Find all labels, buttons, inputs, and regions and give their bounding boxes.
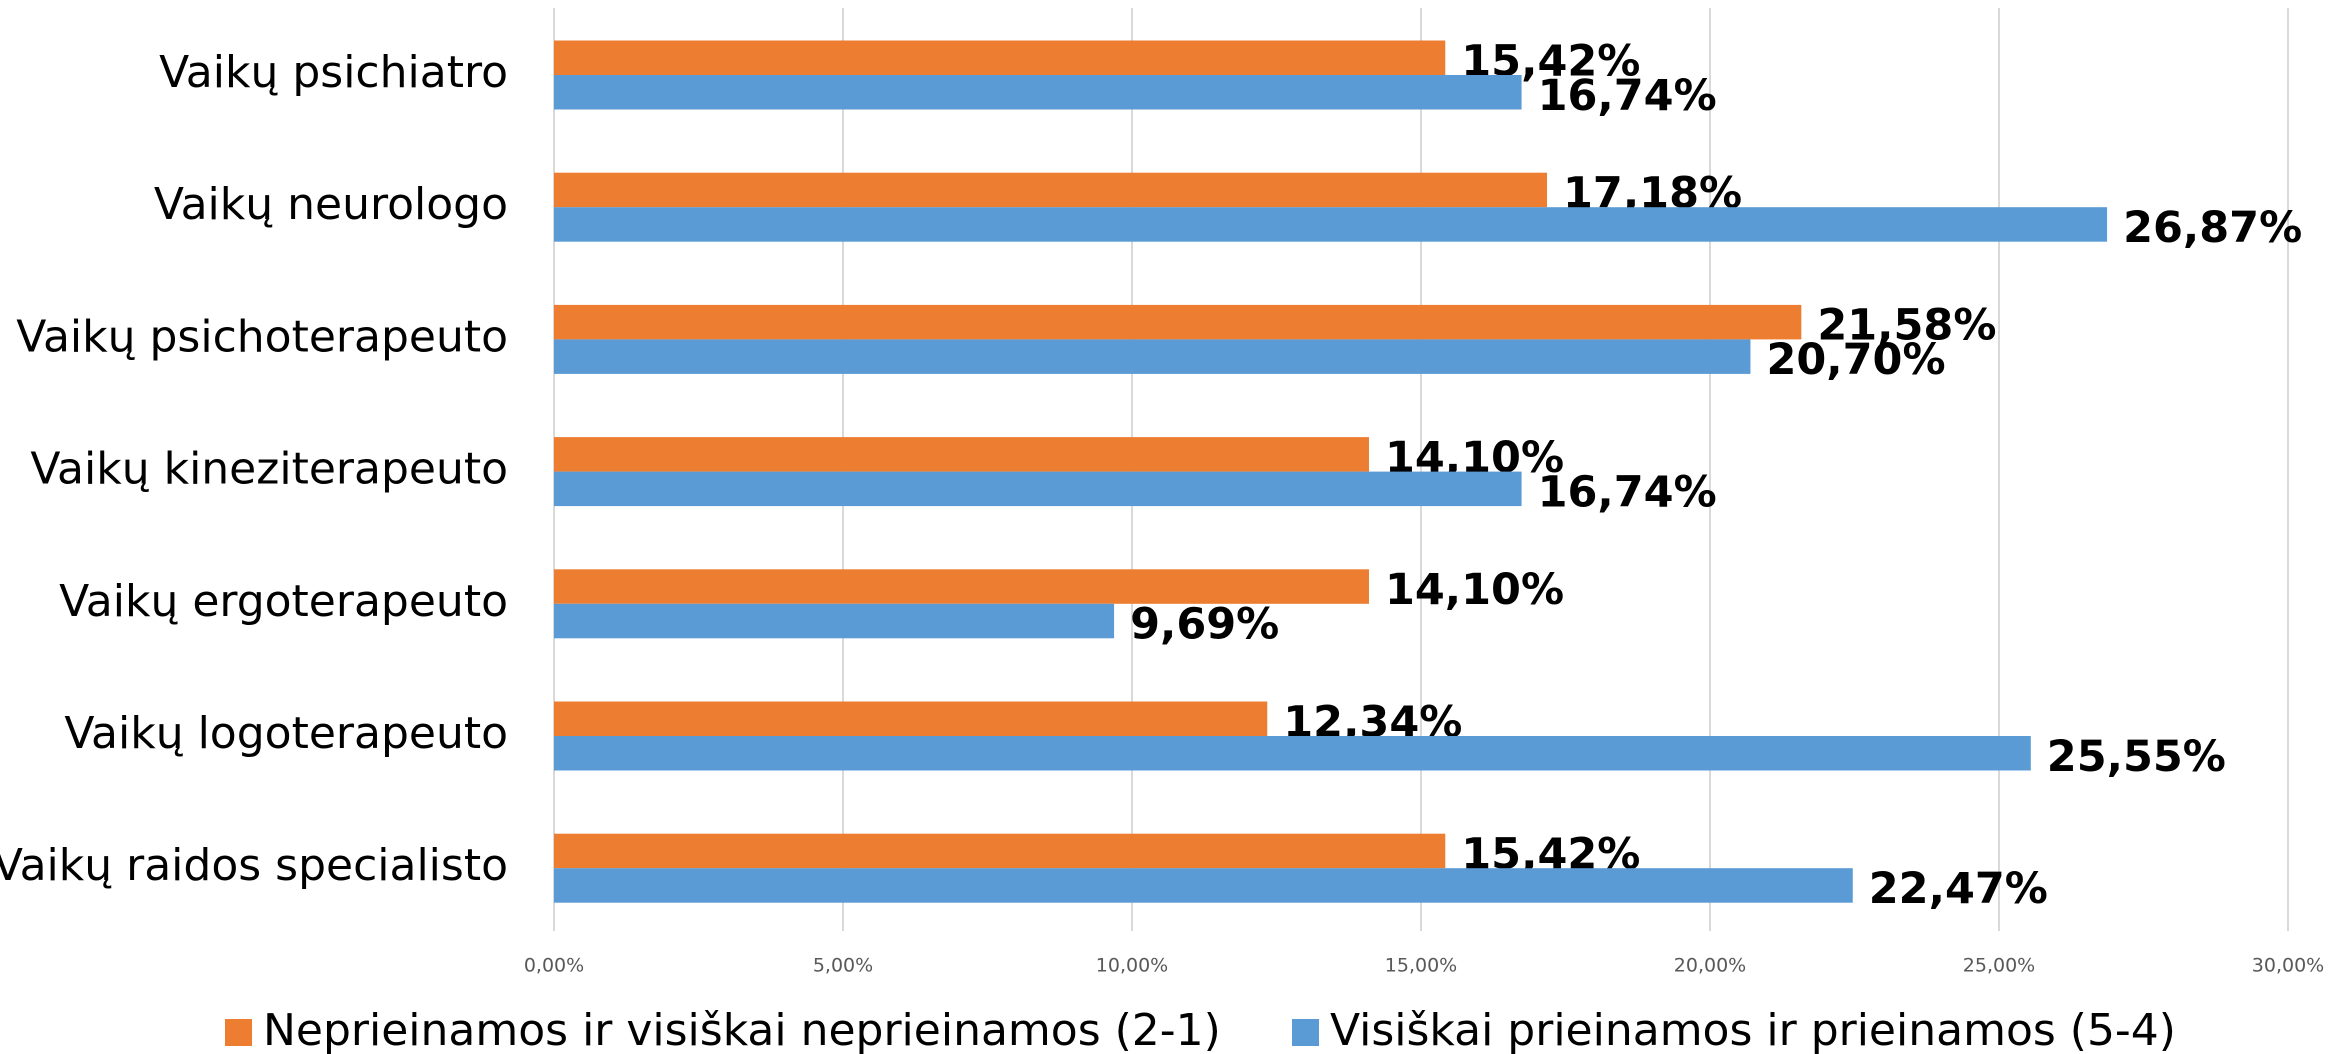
value-label: 16,74% <box>1538 467 1717 517</box>
legend-label: Visiškai prieinamos ir prieinamos (5-4) <box>1330 1005 2176 1054</box>
bar <box>554 339 1751 374</box>
bar <box>554 207 2108 242</box>
x-tick-label: 25,00% <box>1963 955 2035 977</box>
x-tick-label: 20,00% <box>1674 955 1746 977</box>
value-label: 25,55% <box>2047 732 2226 782</box>
category-label: Vaikų ergoterapeuto <box>59 576 508 627</box>
value-label: 20,70% <box>1766 335 1945 385</box>
x-tick-label: 30,00% <box>2252 955 2324 977</box>
category-label: Vaikų raidos specialisto <box>0 840 508 891</box>
bar <box>554 569 1369 604</box>
value-label: 21,58% <box>1817 301 1996 351</box>
legend-swatch <box>225 1019 252 1046</box>
bar <box>554 40 1446 75</box>
bar <box>554 736 2031 771</box>
value-label: 22,47% <box>1869 864 2048 914</box>
category-label: Vaikų kineziterapeuto <box>30 444 508 495</box>
x-tick-label: 10,00% <box>1096 955 1168 977</box>
category-label: Vaikų psichiatro <box>159 47 508 98</box>
x-tick-label: 15,00% <box>1385 955 1457 977</box>
value-label: 14,10% <box>1385 565 1564 615</box>
x-tick-label: 5,00% <box>813 955 873 977</box>
x-tick-label: 0,00% <box>524 955 584 977</box>
legend-label: Neprieinamos ir visiškai neprieinamos (2… <box>263 1005 1221 1054</box>
bar <box>554 172 1548 208</box>
bar <box>554 471 1522 507</box>
bar <box>554 437 1369 472</box>
category-label: Vaikų logoterapeuto <box>64 708 508 759</box>
value-label: 26,87% <box>2123 203 2302 253</box>
bar <box>554 75 1522 110</box>
category-label: Vaikų neurologo <box>154 179 508 230</box>
bar <box>554 833 1446 869</box>
bar <box>554 701 1268 736</box>
value-label: 9,69% <box>1130 600 1279 650</box>
legend-swatch <box>1292 1019 1319 1046</box>
category-label: Vaikų psichoterapeuto <box>16 311 508 362</box>
bar <box>554 868 1853 903</box>
bar <box>554 603 1115 639</box>
bar <box>554 304 1802 340</box>
value-label: 16,74% <box>1538 71 1717 121</box>
